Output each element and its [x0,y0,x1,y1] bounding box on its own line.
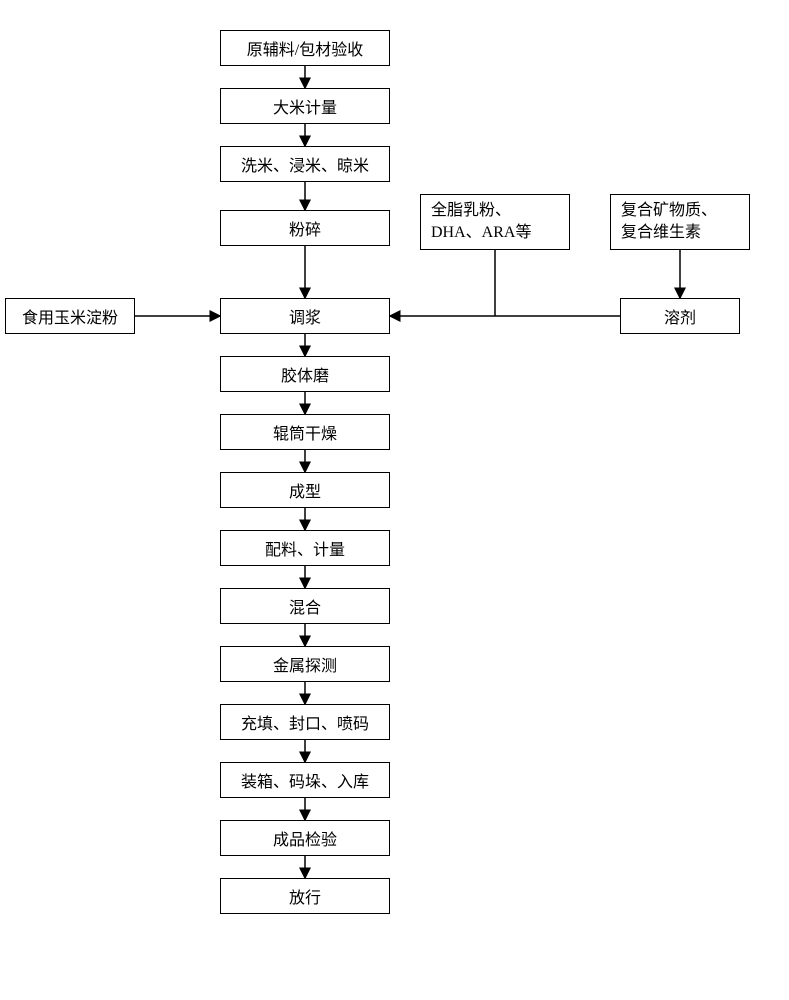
flow-node-label: 装箱、码垛、入库 [241,768,369,792]
flow-node-label: 放行 [289,884,321,908]
flow-node-n9: 配料、计量 [220,530,390,566]
flow-node-n10: 混合 [220,588,390,624]
flow-node-label: 成品检验 [273,826,337,850]
flow-node-label: 胶体磨 [281,362,329,386]
flow-node-s4: 溶剂 [620,298,740,334]
flow-node-label: 调浆 [289,304,321,328]
flow-node-n5: 调浆 [220,298,390,334]
flow-node-n14: 成品检验 [220,820,390,856]
flow-node-label: 辊筒干燥 [273,420,337,444]
flow-node-label-line1: 复合矿物质、 [621,200,717,222]
flow-node-label-line2: DHA、ARA等 [431,222,531,244]
flow-node-label: 食用玉米淀粉 [22,304,118,328]
flow-node-n11: 金属探测 [220,646,390,682]
flow-node-label: 金属探测 [273,652,337,676]
flow-node-n13: 装箱、码垛、入库 [220,762,390,798]
flow-node-n4: 粉碎 [220,210,390,246]
flow-node-label: 原辅料/包材验收 [247,36,363,60]
flow-node-s2: 全脂乳粉、DHA、ARA等 [420,194,570,250]
flow-node-label: 大米计量 [273,94,337,118]
flow-node-n1: 原辅料/包材验收 [220,30,390,66]
flow-node-label: 成型 [289,478,321,502]
flow-node-n6: 胶体磨 [220,356,390,392]
flow-node-n2: 大米计量 [220,88,390,124]
flow-node-label-line1: 全脂乳粉、 [431,200,511,222]
flow-node-n3: 洗米、浸米、晾米 [220,146,390,182]
flow-node-label-line2: 复合维生素 [621,222,701,244]
flow-node-n8: 成型 [220,472,390,508]
flow-node-n15: 放行 [220,878,390,914]
flow-node-label: 混合 [289,594,321,618]
flow-node-n7: 辊筒干燥 [220,414,390,450]
flow-node-label: 粉碎 [289,216,321,240]
flow-node-label: 洗米、浸米、晾米 [241,152,369,176]
flow-node-label: 溶剂 [664,304,696,328]
flow-node-label: 充填、封口、喷码 [241,710,369,734]
flow-node-s1: 食用玉米淀粉 [5,298,135,334]
flowchart-arrows [0,0,789,1000]
flow-node-label: 配料、计量 [265,536,345,560]
flow-node-n12: 充填、封口、喷码 [220,704,390,740]
flow-node-s3: 复合矿物质、复合维生素 [610,194,750,250]
